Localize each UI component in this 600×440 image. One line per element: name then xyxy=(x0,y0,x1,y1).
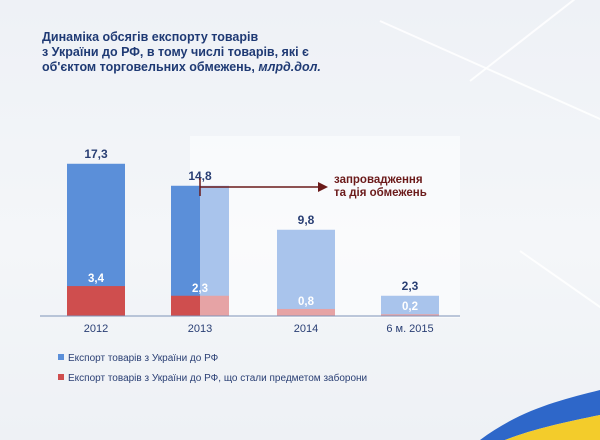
bar-6-м-2015-total xyxy=(381,295,439,316)
bar-2012-restricted xyxy=(67,286,125,316)
bar-2013-restricted-before xyxy=(171,295,200,316)
x-tick-label: 2014 xyxy=(294,323,318,335)
bar-2013-restricted-after xyxy=(200,295,229,316)
legend-label-restricted: Експорт товарів з України до РФ, що стал… xyxy=(68,373,368,384)
legend-item-total: Експорт товарів з України до РФ xyxy=(58,353,218,364)
value-label-total: 9,8 xyxy=(298,213,315,227)
value-label-total: 14,8 xyxy=(188,169,212,183)
value-label-restricted: 0,8 xyxy=(298,296,315,308)
restriction-annotation: запровадження та дія обмежень xyxy=(334,174,464,200)
title-line-3: об'єктом торговельних обмежень, млрд.дол… xyxy=(42,60,382,75)
annotation-line-1: запровадження xyxy=(334,174,423,186)
value-label-restricted: 2,3 xyxy=(192,283,208,295)
annotation-line-2: та дія обмежень xyxy=(334,187,427,199)
title-line-1: Динаміка обсягів експорту товарів xyxy=(42,30,259,44)
restriction-arrow-head xyxy=(318,182,328,192)
legend-swatch-total xyxy=(58,354,64,360)
legend-item-restricted: Експорт товарів з України до РФ, що стал… xyxy=(58,373,367,384)
x-tick-label: 2013 xyxy=(188,323,212,335)
value-label-total: 2,3 xyxy=(402,279,419,293)
legend-label-total: Експорт товарів з України до РФ xyxy=(68,353,219,364)
title-line-3-text: об'єктом торговельних обмежень, xyxy=(42,60,255,74)
ukraine-flag-ribbon xyxy=(480,390,600,440)
chart-title: Динаміка обсягів експорту товарів з Укра… xyxy=(42,30,382,75)
title-unit: млрд.дол. xyxy=(258,60,321,74)
bar-2014-restricted xyxy=(277,308,335,316)
bar-6-м-2015-restricted xyxy=(381,314,439,316)
x-tick-label: 6 м. 2015 xyxy=(386,323,433,335)
bar-2013-total-before xyxy=(171,185,200,316)
value-label-total: 17,3 xyxy=(84,147,108,161)
value-label-restricted: 3,4 xyxy=(88,273,105,285)
title-line-2: з України до РФ, в тому числі товарів, я… xyxy=(42,45,309,59)
bar-2014-total xyxy=(277,229,335,316)
legend-swatch-restricted xyxy=(58,374,64,380)
bar-2013-total-after xyxy=(200,185,229,316)
x-tick-label: 2012 xyxy=(84,323,108,335)
value-label-restricted: 0,2 xyxy=(402,301,418,313)
